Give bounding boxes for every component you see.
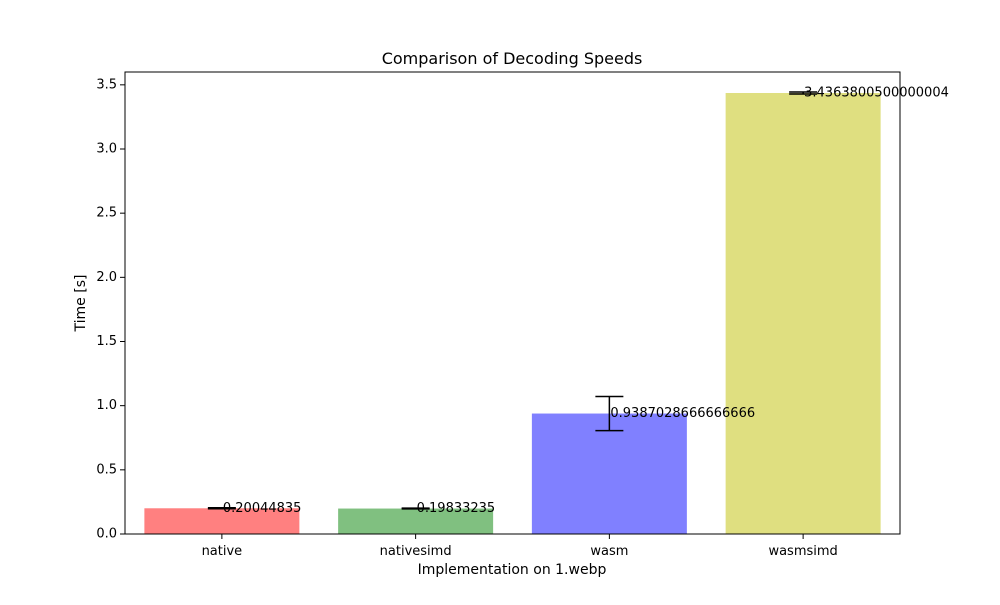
bar-wasm bbox=[531, 413, 687, 534]
y-tick-label: 3.0 bbox=[96, 142, 117, 157]
y-tick-label: 0.5 bbox=[96, 462, 117, 477]
x-tick-label-wasmsimd: wasmsimd bbox=[768, 544, 837, 559]
x-tick-label-native: native bbox=[202, 544, 243, 559]
value-label-wasmsimd: 3.4363800500000004 bbox=[804, 85, 949, 100]
value-label-nativesimd: 0.19833235 bbox=[417, 501, 496, 516]
x-tick-label-wasm: wasm bbox=[590, 544, 628, 559]
y-axis-label: Time [s] bbox=[73, 275, 89, 333]
y-tick-label: 3.5 bbox=[96, 77, 117, 92]
plot-area: 0.20044835 0.19833235 0.9387028666666666 3.… bbox=[96, 71, 949, 559]
bar-wasmsimd bbox=[725, 92, 881, 534]
value-label-wasm: 0.9387028666666666 bbox=[610, 406, 755, 421]
plot-frame bbox=[124, 71, 901, 535]
bar-nativesimd bbox=[338, 508, 494, 534]
chart-title: Comparison of Decoding Speeds bbox=[382, 49, 643, 68]
bar-native bbox=[144, 508, 300, 534]
value-label-native: 0.20044835 bbox=[223, 501, 302, 516]
x-axis-label: Implementation on 1.webp bbox=[418, 562, 607, 578]
x-tick-label-nativesimd: nativesimd bbox=[380, 544, 452, 559]
y-tick-label: 2.0 bbox=[96, 270, 117, 285]
y-tick-label: 1.0 bbox=[96, 398, 117, 413]
y-tick-label: 0.0 bbox=[96, 527, 117, 542]
y-tick-label: 2.5 bbox=[96, 206, 117, 221]
y-tick-label: 1.5 bbox=[96, 334, 117, 349]
